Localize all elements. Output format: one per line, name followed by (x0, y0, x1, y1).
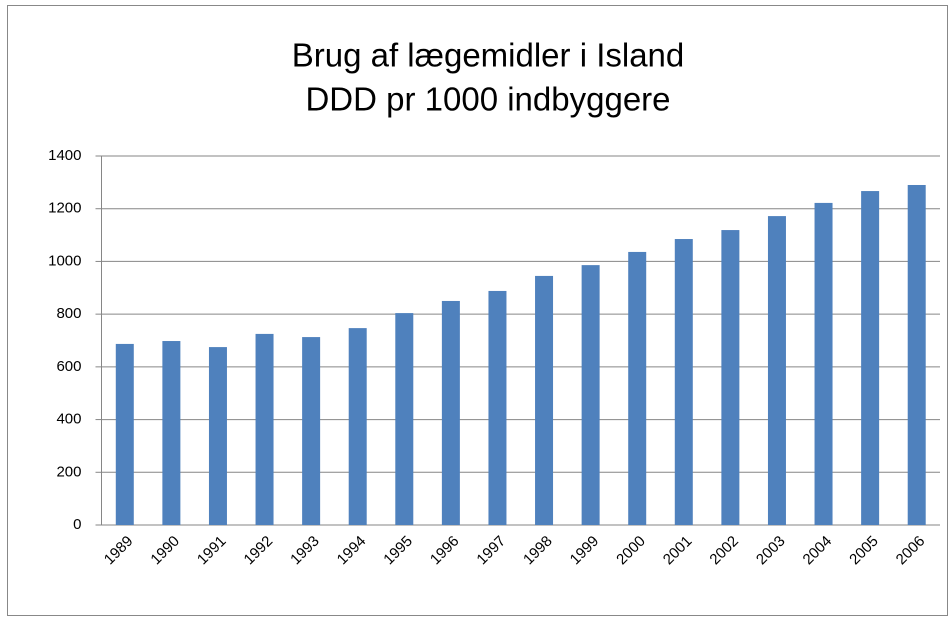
bar (115, 343, 134, 525)
y-tick-label: 800 (56, 305, 81, 322)
bar (535, 275, 554, 525)
bar (488, 290, 507, 525)
y-tick-label: 200 (56, 463, 81, 480)
bar (814, 202, 833, 525)
bar (348, 328, 367, 525)
y-tick-label: 1000 (48, 252, 81, 269)
bar (861, 191, 880, 525)
bar (441, 300, 460, 525)
y-tick-label: 1200 (48, 200, 81, 217)
bar (581, 265, 600, 525)
bar (628, 251, 647, 525)
y-tick-label: 1400 (48, 147, 81, 164)
chart-title: Brug af lægemidler i Island (292, 37, 685, 74)
bar (721, 230, 740, 525)
bar (302, 337, 321, 525)
chart-subtitle: DDD pr 1000 indbyggere (305, 81, 670, 118)
bar (255, 333, 274, 525)
bar (674, 239, 693, 525)
y-tick-label: 400 (56, 411, 81, 428)
bar (162, 341, 181, 525)
bar (907, 184, 926, 525)
bar (208, 347, 227, 525)
y-tick-label: 0 (73, 516, 81, 533)
bar (395, 313, 414, 525)
bar (767, 216, 786, 525)
y-tick-label: 600 (56, 358, 81, 375)
